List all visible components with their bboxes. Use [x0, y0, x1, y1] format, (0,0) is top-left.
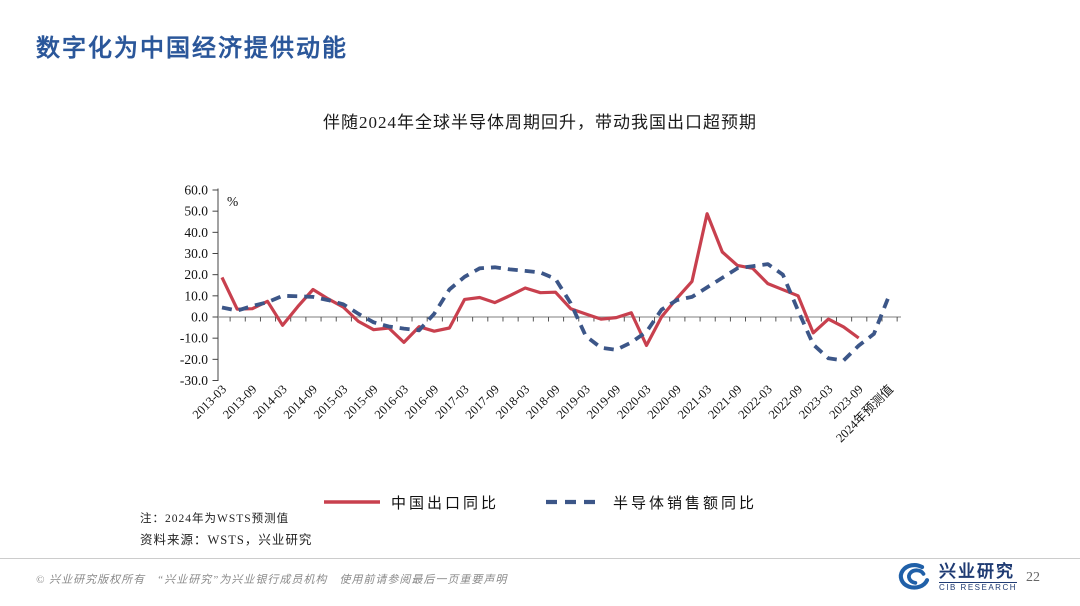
trend-chart: 60.0 50.0 40.0 30.0 20.0 10.0 0.0 -10.0 -20.0 -30… — [180, 182, 901, 445]
legend-line-solid-icon — [323, 494, 381, 512]
legend-label-semiconductor: 半导体销售额同比 — [613, 496, 758, 512]
svg-text:-30.0: -30.0 — [180, 373, 208, 388]
svg-text:60.0: 60.0 — [184, 182, 208, 197]
svg-text:50.0: 50.0 — [184, 204, 208, 219]
series-lines — [220, 212, 891, 363]
svg-text:%: % — [227, 194, 238, 209]
svg-text:40.0: 40.0 — [184, 225, 208, 240]
svg-text:-20.0: -20.0 — [180, 352, 208, 367]
semiconductor-series-line — [221, 262, 891, 363]
page-number: 22 — [1026, 570, 1040, 585]
chart-legend: 中国出口同比 半导体销售额同比 — [0, 492, 1080, 513]
chart-title: 伴随2024年全球半导体周期回升，带动我国出口超预期 — [323, 113, 757, 132]
cib-swirl-logo-icon — [898, 563, 930, 590]
svg-text:10.0: 10.0 — [184, 288, 208, 303]
svg-text:0.0: 0.0 — [191, 310, 208, 325]
legend-item-china-export: 中国出口同比 — [323, 492, 499, 513]
copyright-text: © 兴业研究版权所有 “兴业研究”为兴业银行成员机构 使用前请参阅最后一页重要声… — [36, 574, 508, 586]
x-axis: 2013-032013-092014-032014-092015-032015-… — [190, 316, 901, 445]
svg-text:20.0: 20.0 — [184, 267, 208, 282]
brand-block: 兴业研究 CIB RESEARCH — [896, 561, 1018, 592]
brand-name-cn: 兴业研究 — [939, 561, 1015, 581]
legend-line-dashed-icon — [545, 494, 603, 512]
legend-item-semiconductor: 半导体销售额同比 — [545, 492, 757, 513]
chart-notes: 注：2024年为WSTS预测值 资料来源：WSTS，兴业研究 — [140, 510, 312, 548]
brand-name-en: CIB RESEARCH — [939, 581, 1018, 592]
svg-text:-10.0: -10.0 — [180, 331, 208, 346]
page-title: 数字化为中国经济提供动能 — [36, 36, 348, 62]
y-axis: 60.0 50.0 40.0 30.0 20.0 10.0 0.0 -10.0 -20.0 -30… — [180, 182, 238, 388]
china-export-series-line — [220, 212, 860, 347]
footer-divider — [0, 558, 1080, 559]
legend-label-china-export: 中国出口同比 — [390, 496, 499, 512]
forecast-note: 注：2024年为WSTS预测值 — [140, 513, 290, 525]
data-source: 资料来源：WSTS，兴业研究 — [140, 533, 313, 547]
svg-text:30.0: 30.0 — [184, 246, 208, 261]
brand-text: 兴业研究 CIB RESEARCH — [939, 561, 1018, 592]
